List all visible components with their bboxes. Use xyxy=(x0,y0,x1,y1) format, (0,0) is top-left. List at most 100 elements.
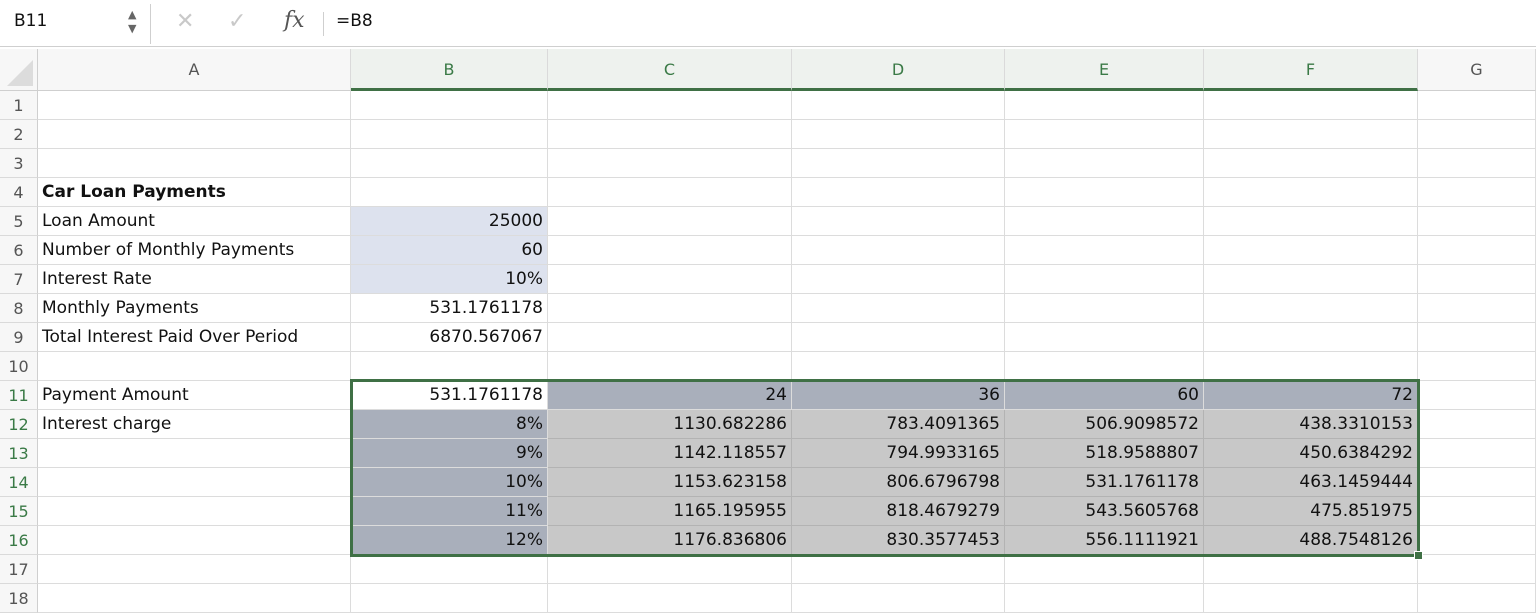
cell-a5[interactable]: Loan Amount xyxy=(38,207,351,236)
column-header-g[interactable]: G xyxy=(1418,49,1536,91)
cell-c9[interactable] xyxy=(548,323,792,352)
cell-a10[interactable] xyxy=(38,352,351,381)
cell-e2[interactable] xyxy=(1005,120,1204,149)
cell-b17[interactable] xyxy=(351,555,548,584)
cell-a1[interactable] xyxy=(38,91,351,120)
column-header-c[interactable]: C xyxy=(548,49,792,91)
cell-b7[interactable]: 10% xyxy=(351,265,548,294)
cell-f10[interactable] xyxy=(1204,352,1418,381)
cell-d3[interactable] xyxy=(792,149,1005,178)
cell-b8[interactable]: 531.1761178 xyxy=(351,294,548,323)
cell-a14[interactable] xyxy=(38,468,351,497)
column-header-e[interactable]: E xyxy=(1005,49,1204,91)
cell-d9[interactable] xyxy=(792,323,1005,352)
cell-b2[interactable] xyxy=(351,120,548,149)
row-header-11[interactable]: 11 xyxy=(0,381,38,410)
formula-input[interactable]: =B8 xyxy=(336,11,373,31)
cell-g16[interactable] xyxy=(1418,526,1536,555)
select-all-button[interactable] xyxy=(0,49,38,91)
cell-b13[interactable]: 9% xyxy=(351,439,548,468)
cell-c2[interactable] xyxy=(548,120,792,149)
row-header-1[interactable]: 1 xyxy=(0,91,38,120)
row-header-13[interactable]: 13 xyxy=(0,439,38,468)
cell-a17[interactable] xyxy=(38,555,351,584)
cell-g8[interactable] xyxy=(1418,294,1536,323)
cell-e11[interactable]: 60 xyxy=(1005,381,1204,410)
cell-g14[interactable] xyxy=(1418,468,1536,497)
row-header-2[interactable]: 2 xyxy=(0,120,38,149)
cell-f16[interactable]: 488.7548126 xyxy=(1204,526,1418,555)
cell-f15[interactable]: 475.851975 xyxy=(1204,497,1418,526)
cell-g5[interactable] xyxy=(1418,207,1536,236)
row-header-14[interactable]: 14 xyxy=(0,468,38,497)
column-header-b[interactable]: B xyxy=(351,49,548,91)
cell-c8[interactable] xyxy=(548,294,792,323)
cell-e6[interactable] xyxy=(1005,236,1204,265)
cell-e15[interactable]: 543.5605768 xyxy=(1005,497,1204,526)
cell-d2[interactable] xyxy=(792,120,1005,149)
cell-d1[interactable] xyxy=(792,91,1005,120)
cell-g11[interactable] xyxy=(1418,381,1536,410)
row-header-9[interactable]: 9 xyxy=(0,323,38,352)
cell-d17[interactable] xyxy=(792,555,1005,584)
cell-d11[interactable]: 36 xyxy=(792,381,1005,410)
cell-c1[interactable] xyxy=(548,91,792,120)
cell-a15[interactable] xyxy=(38,497,351,526)
row-header-15[interactable]: 15 xyxy=(0,497,38,526)
fill-handle[interactable] xyxy=(1414,551,1423,560)
insert-function-icon[interactable]: fx xyxy=(284,8,305,33)
cell-a6[interactable]: Number of Monthly Payments xyxy=(38,236,351,265)
cell-b5[interactable]: 25000 xyxy=(351,207,548,236)
row-header-10[interactable]: 10 xyxy=(0,352,38,381)
cell-c14[interactable]: 1153.623158 xyxy=(548,468,792,497)
cell-c13[interactable]: 1142.118557 xyxy=(548,439,792,468)
cell-e3[interactable] xyxy=(1005,149,1204,178)
name-box[interactable]: B11 xyxy=(14,11,48,31)
cell-d4[interactable] xyxy=(792,178,1005,207)
row-header-16[interactable]: 16 xyxy=(0,526,38,555)
cell-a12[interactable]: Interest charge xyxy=(38,410,351,439)
cell-b11[interactable]: 531.1761178 xyxy=(351,381,548,410)
cell-c3[interactable] xyxy=(548,149,792,178)
cell-e12[interactable]: 506.9098572 xyxy=(1005,410,1204,439)
cell-b18[interactable] xyxy=(351,584,548,613)
cell-e13[interactable]: 518.9588807 xyxy=(1005,439,1204,468)
cell-g1[interactable] xyxy=(1418,91,1536,120)
cell-d15[interactable]: 818.4679279 xyxy=(792,497,1005,526)
cell-f6[interactable] xyxy=(1204,236,1418,265)
column-header-d[interactable]: D xyxy=(792,49,1005,91)
cell-b16[interactable]: 12% xyxy=(351,526,548,555)
cell-f11[interactable]: 72 xyxy=(1204,381,1418,410)
cell-b12[interactable]: 8% xyxy=(351,410,548,439)
cell-a18[interactable] xyxy=(38,584,351,613)
cell-g9[interactable] xyxy=(1418,323,1536,352)
cell-f14[interactable]: 463.1459444 xyxy=(1204,468,1418,497)
cell-e14[interactable]: 531.1761178 xyxy=(1005,468,1204,497)
cell-f9[interactable] xyxy=(1204,323,1418,352)
cell-d10[interactable] xyxy=(792,352,1005,381)
cell-e4[interactable] xyxy=(1005,178,1204,207)
cell-d6[interactable] xyxy=(792,236,1005,265)
cell-a9[interactable]: Total Interest Paid Over Period xyxy=(38,323,351,352)
cell-e18[interactable] xyxy=(1005,584,1204,613)
cell-b15[interactable]: 11% xyxy=(351,497,548,526)
row-header-5[interactable]: 5 xyxy=(0,207,38,236)
cell-a11[interactable]: Payment Amount xyxy=(38,381,351,410)
cell-f12[interactable]: 438.3310153 xyxy=(1204,410,1418,439)
cell-d5[interactable] xyxy=(792,207,1005,236)
cancel-icon[interactable]: ✕ xyxy=(176,9,195,34)
cell-g18[interactable] xyxy=(1418,584,1536,613)
cell-e10[interactable] xyxy=(1005,352,1204,381)
cell-c16[interactable]: 1176.836806 xyxy=(548,526,792,555)
cell-b6[interactable]: 60 xyxy=(351,236,548,265)
column-header-a[interactable]: A xyxy=(38,49,351,91)
cell-f13[interactable]: 450.6384292 xyxy=(1204,439,1418,468)
cell-f1[interactable] xyxy=(1204,91,1418,120)
cell-f7[interactable] xyxy=(1204,265,1418,294)
cell-e7[interactable] xyxy=(1005,265,1204,294)
cell-e5[interactable] xyxy=(1005,207,1204,236)
cell-c7[interactable] xyxy=(548,265,792,294)
cell-f4[interactable] xyxy=(1204,178,1418,207)
cell-g17[interactable] xyxy=(1418,555,1536,584)
cell-e1[interactable] xyxy=(1005,91,1204,120)
